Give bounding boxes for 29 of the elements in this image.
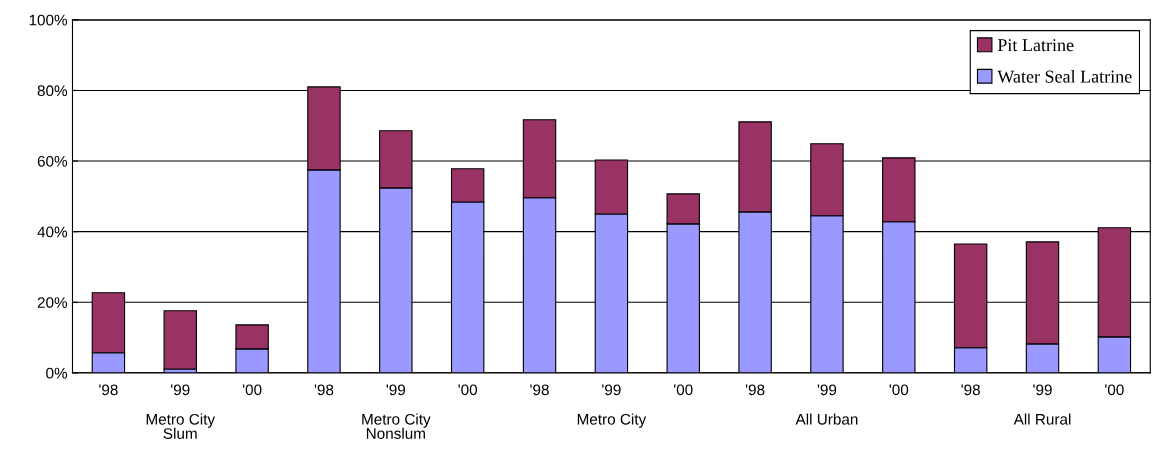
legend-label: Pit Latrine — [997, 39, 1074, 52]
y-tick-label: 40% — [37, 226, 68, 238]
x-tick-label: '99 — [386, 384, 406, 396]
x-tick-label: '99 — [1033, 384, 1052, 396]
x-tick-label: '00 — [889, 384, 909, 396]
x-tick-label: '00 — [242, 384, 262, 396]
text: Metro City — [577, 413, 647, 428]
text: Metro City Nonslum — [362, 413, 431, 439]
y-tick-label: 0% — [46, 367, 68, 379]
x-tick-label: '00 — [1105, 384, 1124, 396]
x-tick-label: '98 — [961, 384, 980, 396]
x-tick-label: '99 — [817, 384, 837, 396]
text: All Urban — [795, 413, 858, 425]
x-tick-label: '00 — [458, 384, 478, 396]
x-tick-label: '98 — [530, 384, 549, 396]
bar — [163, 310, 197, 370]
x-tick-label: '98 — [99, 384, 118, 396]
text: Metro City Slum — [146, 413, 216, 439]
x-tick-label: '98 — [314, 384, 334, 396]
y-tick-label: 20% — [37, 297, 68, 308]
x-tick-label: '99 — [602, 384, 621, 396]
x-tick-label: '00 — [674, 384, 693, 396]
text: All Rural — [1013, 413, 1071, 425]
x-tick-label: '98 — [745, 384, 765, 396]
y-tick-label: 80% — [37, 85, 68, 97]
legend-label: Water Seal Latrine — [997, 70, 1132, 83]
y-tick-label: 60% — [37, 155, 68, 167]
x-tick-label: '99 — [171, 384, 190, 396]
y-tick-label: 100% — [29, 14, 68, 26]
